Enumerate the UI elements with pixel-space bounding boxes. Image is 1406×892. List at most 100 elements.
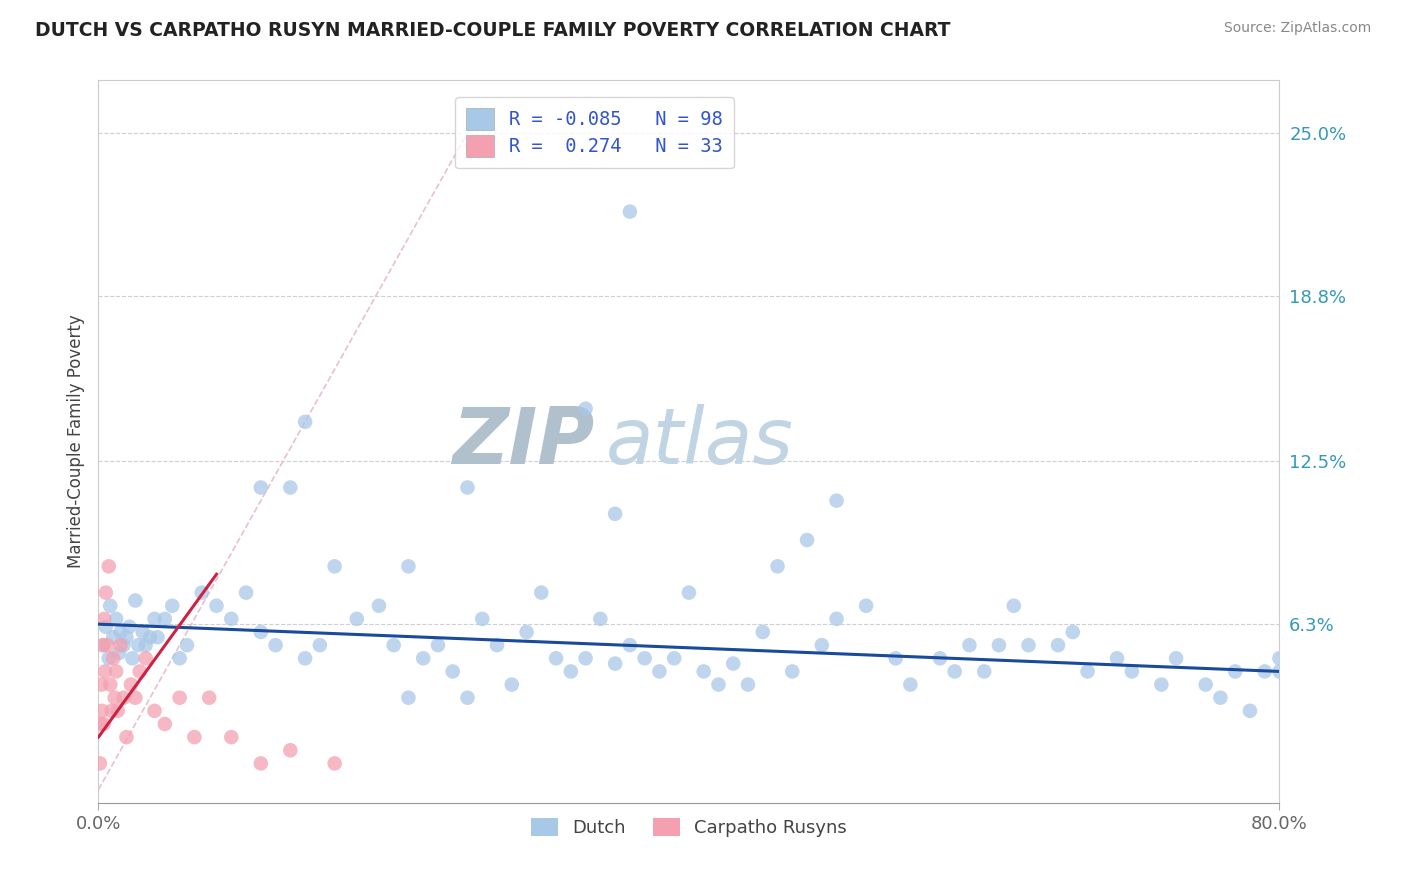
Point: [457, 481, 479, 495]
Text: Source: ZipAtlas.com: Source: ZipAtlas.com: [1223, 21, 1371, 36]
Legend: Dutch, Carpatho Rusyns: Dutch, Carpatho Rusyns: [523, 811, 855, 845]
Point: [124, 690, 146, 705]
Point: [752, 625, 775, 640]
Point: [678, 585, 700, 599]
Point: [398, 690, 420, 705]
Point: [368, 599, 391, 613]
Point: [90, 717, 112, 731]
Point: [115, 730, 138, 744]
Point: [191, 585, 214, 599]
Point: [900, 677, 922, 691]
Point: [93, 612, 115, 626]
Point: [100, 704, 122, 718]
Point: [94, 585, 117, 599]
Point: [115, 630, 138, 644]
Point: [382, 638, 405, 652]
Point: [250, 481, 273, 495]
Point: [143, 612, 166, 626]
Point: [153, 717, 176, 731]
Point: [412, 651, 434, 665]
Point: [1225, 665, 1247, 679]
Point: [105, 612, 128, 626]
Point: [90, 677, 112, 691]
Point: [118, 620, 141, 634]
Point: [1107, 651, 1129, 665]
Point: [103, 630, 125, 644]
Point: [575, 651, 598, 665]
Point: [1195, 677, 1218, 691]
Point: [91, 638, 114, 652]
Point: [1268, 651, 1291, 665]
Point: [884, 651, 907, 665]
Point: [250, 756, 273, 771]
Point: [664, 651, 686, 665]
Point: [560, 665, 582, 679]
Point: [235, 585, 257, 599]
Point: [98, 677, 121, 691]
Point: [1002, 599, 1025, 613]
Point: [605, 657, 627, 671]
Point: [988, 638, 1011, 652]
Point: [346, 612, 368, 626]
Point: [294, 651, 316, 665]
Point: [93, 717, 115, 731]
Point: [398, 559, 420, 574]
Point: [811, 638, 834, 652]
Point: [486, 638, 509, 652]
Point: [135, 651, 157, 665]
Point: [107, 704, 129, 718]
Point: [146, 630, 169, 644]
Point: [648, 665, 671, 679]
Point: [97, 559, 120, 574]
Point: [110, 625, 132, 640]
Point: [766, 559, 789, 574]
Point: [91, 704, 114, 718]
Point: [124, 593, 146, 607]
Point: [221, 612, 243, 626]
Point: [1077, 665, 1099, 679]
Point: [105, 665, 128, 679]
Point: [516, 625, 538, 640]
Point: [153, 612, 176, 626]
Point: [1018, 638, 1040, 652]
Point: [183, 730, 205, 744]
Text: DUTCH VS CARPATHO RUSYN MARRIED-COUPLE FAMILY POVERTY CORRELATION CHART: DUTCH VS CARPATHO RUSYN MARRIED-COUPLE F…: [35, 21, 950, 40]
Point: [1062, 625, 1084, 640]
Point: [605, 507, 627, 521]
Point: [221, 730, 243, 744]
Y-axis label: Married-Couple Family Poverty: Married-Couple Family Poverty: [66, 315, 84, 568]
Point: [120, 677, 142, 691]
Point: [108, 646, 131, 660]
Point: [94, 620, 117, 634]
Point: [112, 690, 135, 705]
Point: [693, 665, 716, 679]
Point: [929, 651, 952, 665]
Point: [280, 743, 302, 757]
Point: [94, 665, 117, 679]
Point: [294, 415, 316, 429]
Point: [98, 599, 121, 613]
Point: [169, 690, 191, 705]
Text: atlas: atlas: [606, 403, 794, 480]
Point: [707, 677, 730, 691]
Point: [132, 625, 155, 640]
Point: [546, 651, 568, 665]
Point: [782, 665, 804, 679]
Point: [280, 481, 302, 495]
Point: [1166, 651, 1188, 665]
Point: [1047, 638, 1070, 652]
Point: [1209, 690, 1232, 705]
Point: [530, 585, 553, 599]
Point: [634, 651, 657, 665]
Point: [127, 638, 149, 652]
Point: [796, 533, 818, 547]
Point: [143, 704, 166, 718]
Point: [135, 638, 157, 652]
Point: [427, 638, 450, 652]
Point: [1254, 665, 1277, 679]
Point: [943, 665, 966, 679]
Point: [104, 690, 127, 705]
Point: [103, 651, 125, 665]
Point: [110, 638, 132, 652]
Point: [309, 638, 332, 652]
